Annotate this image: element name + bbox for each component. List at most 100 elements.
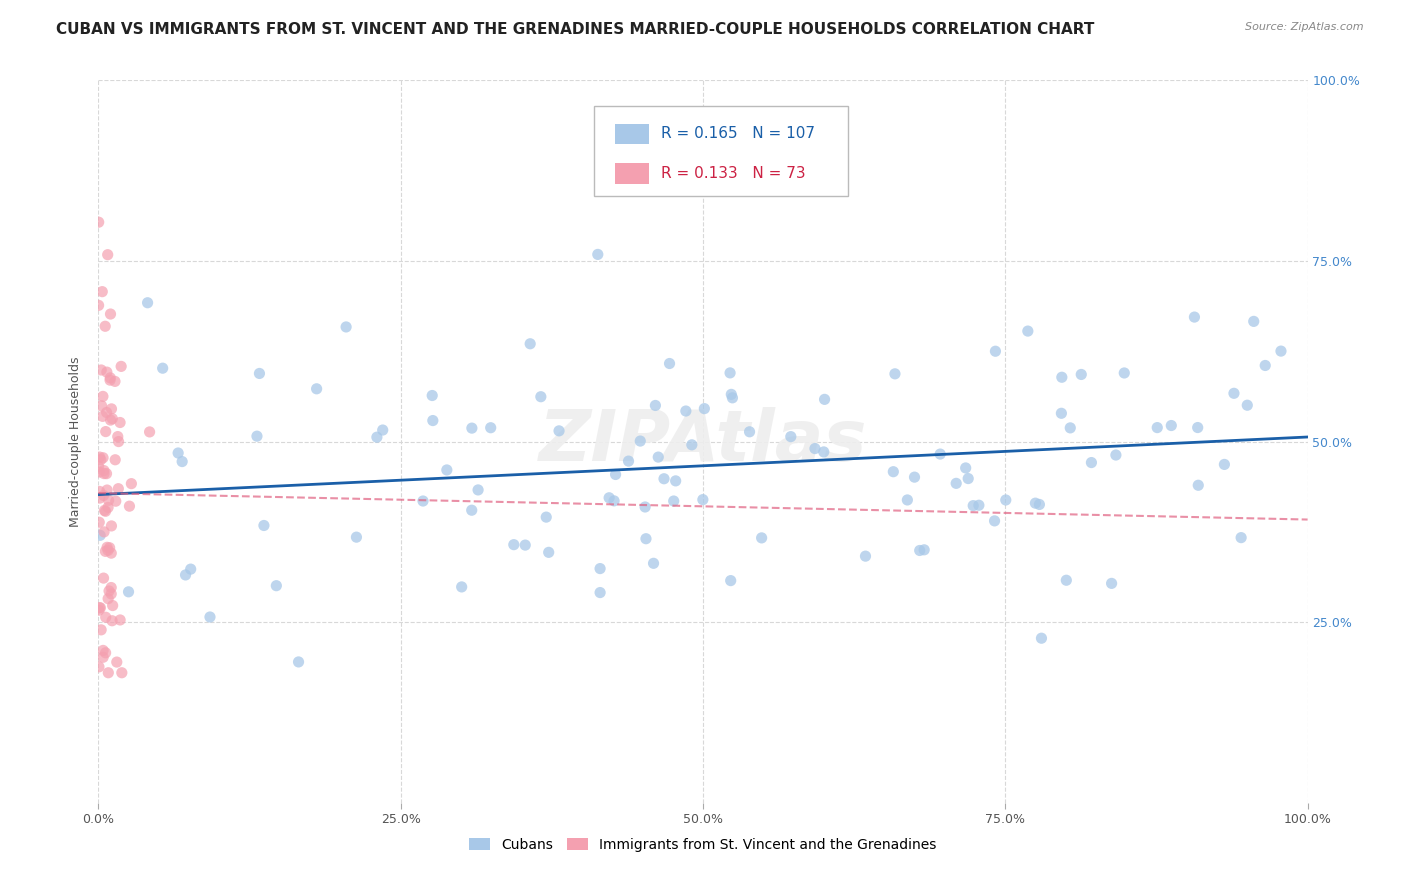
Point	[628, 434, 651, 448]
Point	[647, 450, 669, 464]
Point	[1213, 458, 1236, 472]
Point	[718, 366, 741, 380]
Point	[97, 543, 120, 558]
Point	[94, 425, 117, 439]
Point	[100, 581, 122, 595]
Point	[94, 646, 117, 660]
Point	[100, 587, 122, 601]
Point	[90, 363, 112, 377]
Point	[955, 461, 977, 475]
Point	[152, 361, 174, 376]
Point	[1187, 420, 1209, 434]
Point	[96, 365, 118, 379]
Point	[537, 545, 560, 559]
Text: CUBAN VS IMMIGRANTS FROM ST. VINCENT AND THE GRENADINES MARRIED-COUPLE HOUSEHOLD: CUBAN VS IMMIGRANTS FROM ST. VINCENT AND…	[56, 22, 1095, 37]
Point	[87, 298, 110, 312]
Point	[94, 504, 117, 518]
Point	[98, 584, 121, 599]
Point	[467, 483, 489, 497]
Point	[1223, 386, 1246, 401]
Point	[519, 336, 541, 351]
Point	[104, 494, 127, 508]
Point	[96, 483, 118, 497]
Point	[91, 650, 114, 665]
Point	[598, 491, 620, 505]
Point	[1187, 478, 1209, 492]
Point	[450, 580, 472, 594]
Point	[89, 450, 111, 464]
Point	[882, 465, 904, 479]
Point	[908, 543, 931, 558]
Point	[104, 452, 127, 467]
Point	[548, 424, 571, 438]
Point	[96, 541, 118, 555]
Point	[98, 371, 121, 385]
Point	[720, 574, 742, 588]
Point	[586, 247, 609, 261]
Point	[589, 561, 612, 575]
Text: R = 0.133   N = 73: R = 0.133 N = 73	[661, 166, 806, 181]
Point	[101, 614, 124, 628]
Point	[1101, 576, 1123, 591]
Point	[138, 425, 160, 439]
Point	[662, 494, 685, 508]
Point	[287, 655, 309, 669]
Point	[101, 411, 124, 425]
Point	[117, 584, 139, 599]
Point	[634, 500, 657, 514]
Point	[96, 405, 118, 419]
Point	[617, 454, 640, 468]
Point	[962, 499, 984, 513]
Point	[605, 467, 627, 482]
Point	[96, 467, 118, 481]
Point	[681, 438, 703, 452]
Point	[422, 413, 444, 427]
Y-axis label: Married-couple Households: Married-couple Households	[69, 356, 83, 527]
Point	[98, 541, 121, 555]
Point	[174, 568, 197, 582]
Point	[172, 454, 194, 468]
Point	[94, 544, 117, 558]
Point	[89, 600, 111, 615]
Point	[589, 585, 612, 599]
Point	[118, 499, 141, 513]
Point	[1050, 370, 1073, 384]
Point	[89, 515, 111, 529]
Point	[93, 571, 115, 585]
Point	[813, 445, 835, 459]
Point	[93, 524, 115, 539]
Point	[515, 538, 537, 552]
Point	[98, 373, 121, 387]
Point	[110, 359, 132, 374]
Point	[107, 429, 129, 443]
Point	[855, 549, 877, 563]
Point	[536, 510, 558, 524]
Bar	[614, 163, 648, 184]
Point	[461, 421, 484, 435]
Point	[652, 472, 675, 486]
Point	[1146, 420, 1168, 434]
Point	[180, 562, 202, 576]
Point	[658, 357, 681, 371]
Point	[108, 613, 131, 627]
Point	[91, 389, 114, 403]
Point	[693, 401, 716, 416]
Point	[107, 434, 129, 449]
Text: Source: ZipAtlas.com: Source: ZipAtlas.com	[1246, 22, 1364, 32]
Point	[305, 382, 328, 396]
Point	[1105, 448, 1128, 462]
Point	[1230, 531, 1253, 545]
Point	[957, 471, 980, 485]
Point	[97, 493, 120, 508]
Point	[101, 599, 124, 613]
Point	[97, 665, 120, 680]
Point	[94, 610, 117, 624]
Point	[603, 493, 626, 508]
Point	[420, 388, 443, 402]
Point	[366, 430, 388, 444]
Point	[1236, 398, 1258, 412]
Point	[1080, 456, 1102, 470]
Point	[1114, 366, 1136, 380]
Point	[945, 476, 967, 491]
Point	[97, 500, 120, 515]
